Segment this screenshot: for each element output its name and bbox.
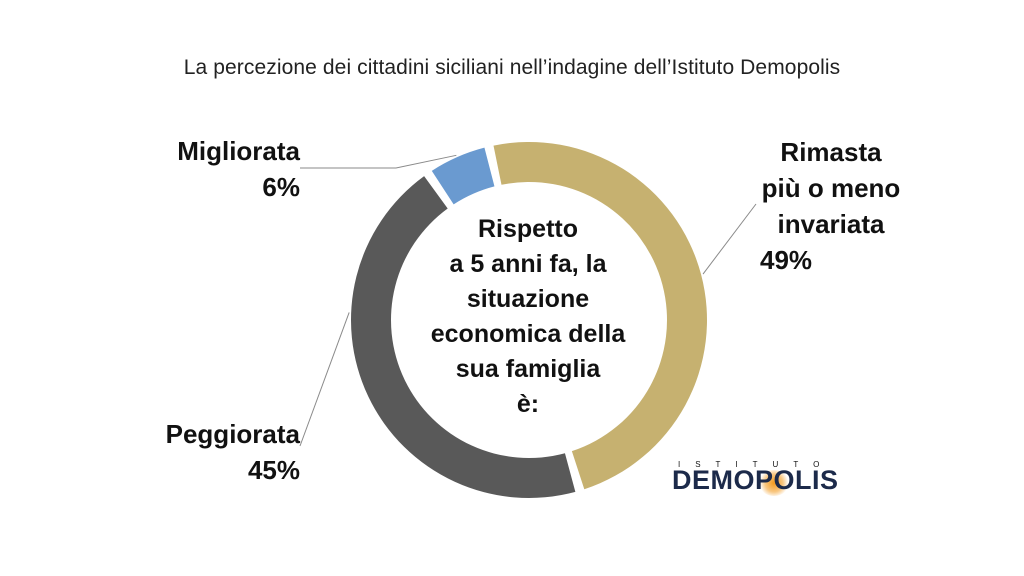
slice-value-peggiorata: 45%	[247, 455, 300, 485]
center-text-line: a 5 anni fa, la	[449, 250, 607, 278]
slice-label-migliorata: Migliorata 6%	[120, 133, 300, 205]
donut-slice-peggiorata	[350, 176, 576, 498]
slice-label-rimasta: Rimasta più o meno invariata 49%	[746, 134, 916, 278]
slice-name-migliorata: Migliorata	[177, 136, 300, 166]
center-text-line: Rispetto	[478, 215, 578, 243]
slice-name-rimasta-line3: invariata	[777, 209, 885, 239]
donut-slice-rimasta	[493, 142, 708, 490]
center-text-line: sua famiglia	[455, 355, 601, 383]
leader-line-peggiorata	[299, 312, 350, 447]
demopolis-logo: ISTITUTO DEMOPOLIS	[672, 460, 868, 496]
donut-slice-migliorata	[431, 147, 495, 205]
logo-main-text: DEMOPOLIS	[672, 465, 839, 495]
donut-center-question: Rispetto a 5 anni fa, la situazione econ…	[418, 212, 638, 422]
leader-line-rimasta	[702, 203, 757, 275]
center-text-line: situazione	[466, 285, 590, 313]
center-text-line: economica della	[430, 320, 626, 348]
slice-name-peggiorata: Peggiorata	[165, 419, 300, 449]
logo-glow	[759, 470, 789, 496]
slice-name-rimasta-line2: più o meno	[761, 173, 901, 203]
slice-name-rimasta-line1: Rimasta	[780, 137, 882, 167]
leader-line-migliorata	[300, 154, 457, 169]
slice-label-peggiorata: Peggiorata 45%	[120, 416, 300, 488]
center-text-line: è:	[516, 390, 540, 418]
slice-value-migliorata: 6%	[262, 172, 300, 202]
chart-title: La percezione dei cittadini siciliani ne…	[183, 56, 841, 79]
logo-top-text: ISTITUTO	[678, 460, 835, 469]
slice-value-rimasta: 49%	[760, 245, 813, 275]
